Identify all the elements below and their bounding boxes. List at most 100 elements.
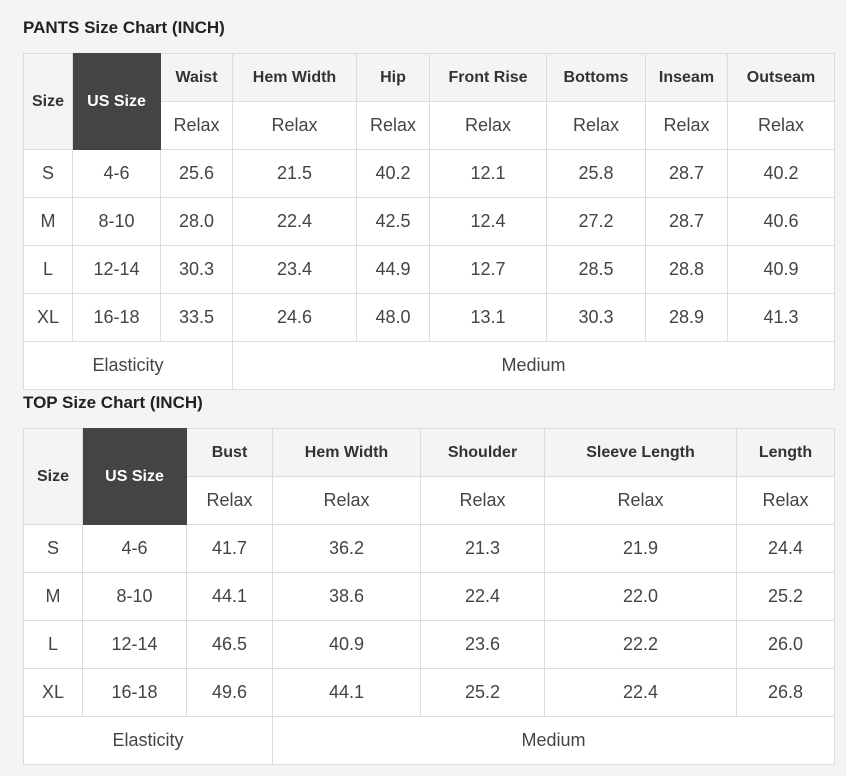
value-cell: 28.0 (160, 197, 233, 246)
us-size-cell: 16-18 (72, 293, 161, 342)
size-cell: S (23, 524, 83, 573)
us-size-header: US Size (72, 53, 161, 150)
table-row: M 8-10 28.0 22.4 42.5 12.4 27.2 28.7 40.… (23, 197, 835, 246)
fit-cell: Relax (272, 476, 421, 525)
value-cell: 30.3 (546, 293, 646, 342)
table-row: S 4-6 41.7 36.2 21.3 21.9 24.4 (23, 524, 835, 573)
value-cell: 24.4 (736, 524, 835, 573)
value-cell: 30.3 (160, 245, 233, 294)
col-header-inseam: Inseam (645, 53, 728, 102)
value-cell: 40.2 (356, 149, 430, 198)
col-header-waist: Waist (160, 53, 233, 102)
size-header: Size (23, 53, 73, 150)
value-cell: 28.9 (645, 293, 728, 342)
fit-cell: Relax (645, 101, 728, 150)
col-header-length: Length (736, 428, 835, 477)
value-cell: 22.4 (232, 197, 357, 246)
col-header-hem-width: Hem Width (232, 53, 357, 102)
fit-cell: Relax (544, 476, 737, 525)
value-cell: 42.5 (356, 197, 430, 246)
size-cell: S (23, 149, 73, 198)
table-row: XL 16-18 49.6 44.1 25.2 22.4 26.8 (23, 668, 835, 717)
elasticity-label: Elasticity (23, 716, 273, 765)
value-cell: 25.8 (546, 149, 646, 198)
col-header-bottoms: Bottoms (546, 53, 646, 102)
us-size-cell: 12-14 (82, 620, 187, 669)
table-row: S 4-6 25.6 21.5 40.2 12.1 25.8 28.7 40.2 (23, 149, 835, 198)
us-size-cell: 16-18 (82, 668, 187, 717)
value-cell: 46.5 (186, 620, 273, 669)
us-size-cell: 8-10 (72, 197, 161, 246)
value-cell: 44.1 (186, 572, 273, 621)
col-header-shoulder: Shoulder (420, 428, 545, 477)
us-size-cell: 8-10 (82, 572, 187, 621)
table-row: M 8-10 44.1 38.6 22.4 22.0 25.2 (23, 572, 835, 621)
value-cell: 26.8 (736, 668, 835, 717)
value-cell: 33.5 (160, 293, 233, 342)
size-cell: XL (23, 668, 83, 717)
value-cell: 21.3 (420, 524, 545, 573)
size-cell: L (23, 620, 83, 669)
table-row: XL 16-18 33.5 24.6 48.0 13.1 30.3 28.9 4… (23, 293, 835, 342)
fit-cell: Relax (356, 101, 430, 150)
value-cell: 40.2 (727, 149, 835, 198)
value-cell: 25.2 (420, 668, 545, 717)
value-cell: 28.5 (546, 245, 646, 294)
fit-cell: Relax (160, 101, 233, 150)
value-cell: 40.6 (727, 197, 835, 246)
value-cell: 13.1 (429, 293, 547, 342)
pants-chart-title: PANTS Size Chart (INCH) (23, 18, 225, 37)
value-cell: 22.2 (544, 620, 737, 669)
value-cell: 40.9 (272, 620, 421, 669)
value-cell: 49.6 (186, 668, 273, 717)
value-cell: 27.2 (546, 197, 646, 246)
fit-row: Relax Relax Relax Relax Relax Relax Rela… (24, 101, 835, 150)
table-row: L 12-14 46.5 40.9 23.6 22.2 26.0 (23, 620, 835, 669)
elasticity-value: Medium (272, 716, 835, 765)
fit-cell: Relax (420, 476, 545, 525)
fit-cell: Relax (736, 476, 835, 525)
col-header-hip: Hip (356, 53, 430, 102)
value-cell: 40.9 (727, 245, 835, 294)
us-size-cell: 4-6 (82, 524, 187, 573)
size-header: Size (23, 428, 83, 525)
table-row: L 12-14 30.3 23.4 44.9 12.7 28.5 28.8 40… (23, 245, 835, 294)
elasticity-row: Elasticity Medium (23, 341, 835, 390)
header-row: Size US Size Waist Hem Width Hip Front R… (23, 53, 835, 150)
header-row: Size US Size Bust Hem Width Shoulder Sle… (23, 428, 835, 525)
elasticity-label: Elasticity (23, 341, 233, 390)
col-header-bust: Bust (186, 428, 273, 477)
value-cell: 23.6 (420, 620, 545, 669)
value-cell: 28.7 (645, 197, 728, 246)
value-cell: 25.2 (736, 572, 835, 621)
value-cell: 44.1 (272, 668, 421, 717)
value-cell: 23.4 (232, 245, 357, 294)
size-cell: M (23, 572, 83, 621)
value-cell: 22.4 (544, 668, 737, 717)
value-cell: 38.6 (272, 572, 421, 621)
col-header-sleeve-length: Sleeve Length (544, 428, 737, 477)
value-cell: 22.4 (420, 572, 545, 621)
us-size-cell: 12-14 (72, 245, 161, 294)
elasticity-value: Medium (232, 341, 835, 390)
size-cell: L (23, 245, 73, 294)
value-cell: 12.4 (429, 197, 547, 246)
value-cell: 48.0 (356, 293, 430, 342)
value-cell: 28.7 (645, 149, 728, 198)
us-size-header: US Size (82, 428, 187, 525)
col-header-outseam: Outseam (727, 53, 835, 102)
col-header-front-rise: Front Rise (429, 53, 547, 102)
fit-cell: Relax (232, 101, 357, 150)
value-cell: 25.6 (160, 149, 233, 198)
top-chart-title: TOP Size Chart (INCH) (23, 393, 203, 412)
value-cell: 12.1 (429, 149, 547, 198)
value-cell: 41.3 (727, 293, 835, 342)
elasticity-row: Elasticity Medium (23, 716, 835, 765)
fit-row: Relax Relax Relax Relax Relax (24, 476, 835, 525)
size-cell: XL (23, 293, 73, 342)
col-header-hem-width: Hem Width (272, 428, 421, 477)
fit-cell: Relax (546, 101, 646, 150)
fit-cell: Relax (727, 101, 835, 150)
us-size-cell: 4-6 (72, 149, 161, 198)
value-cell: 24.6 (232, 293, 357, 342)
